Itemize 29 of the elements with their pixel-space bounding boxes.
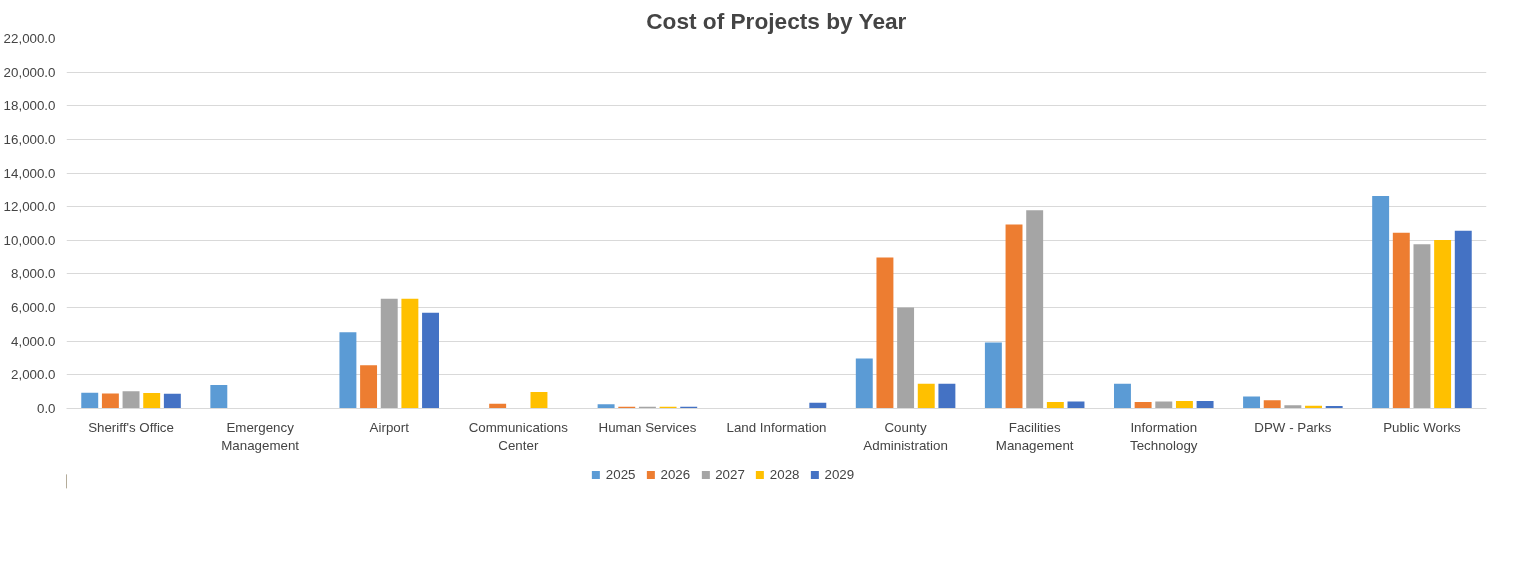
x-tick-label: Human Services: [598, 419, 697, 435]
y-tick-label: 20,000.0: [3, 64, 56, 80]
y-tick-label: 10,000.0: [3, 232, 56, 248]
y-tick-label: 14,000.0: [3, 165, 56, 181]
legend-label: 2029: [824, 466, 855, 482]
x-tick-label: Airport: [369, 419, 410, 435]
x-tick-label: County Administration: [863, 419, 948, 453]
legend-label: 2027: [715, 466, 745, 482]
y-tick-label: 22,000.0: [3, 31, 56, 46]
legend-label: 2025: [605, 466, 636, 482]
x-tick-label: Information Technology: [1130, 419, 1198, 453]
y-tick-label: 6,000.0: [11, 300, 56, 316]
legend-label: 2026: [660, 466, 691, 482]
x-tick-label: DPW - Parks: [1254, 419, 1332, 435]
y-tick-label: 18,000.0: [3, 98, 56, 114]
legend-label: 2028: [769, 466, 800, 482]
x-tick-label: Facilities Management: [995, 419, 1074, 453]
y-tick-label: 12,000.0: [3, 199, 56, 215]
y-tick-label: 2,000.0: [11, 367, 56, 383]
y-tick-label: 8,000.0: [11, 266, 56, 282]
x-tick-label: Public Works: [1383, 419, 1462, 435]
x-tick-label: Land Information: [726, 419, 827, 435]
x-tick-label: Sheriff's Office: [88, 419, 174, 435]
chart-title: Cost of Projects by Year: [646, 7, 907, 34]
x-tick-label: Communications Center: [468, 419, 569, 453]
y-tick-label: 4,000.0: [11, 333, 56, 349]
y-tick-label: 0.0: [36, 401, 56, 416]
y-tick-label: 16,000.0: [3, 131, 56, 147]
x-tick-label: Emergency Management: [221, 419, 300, 453]
